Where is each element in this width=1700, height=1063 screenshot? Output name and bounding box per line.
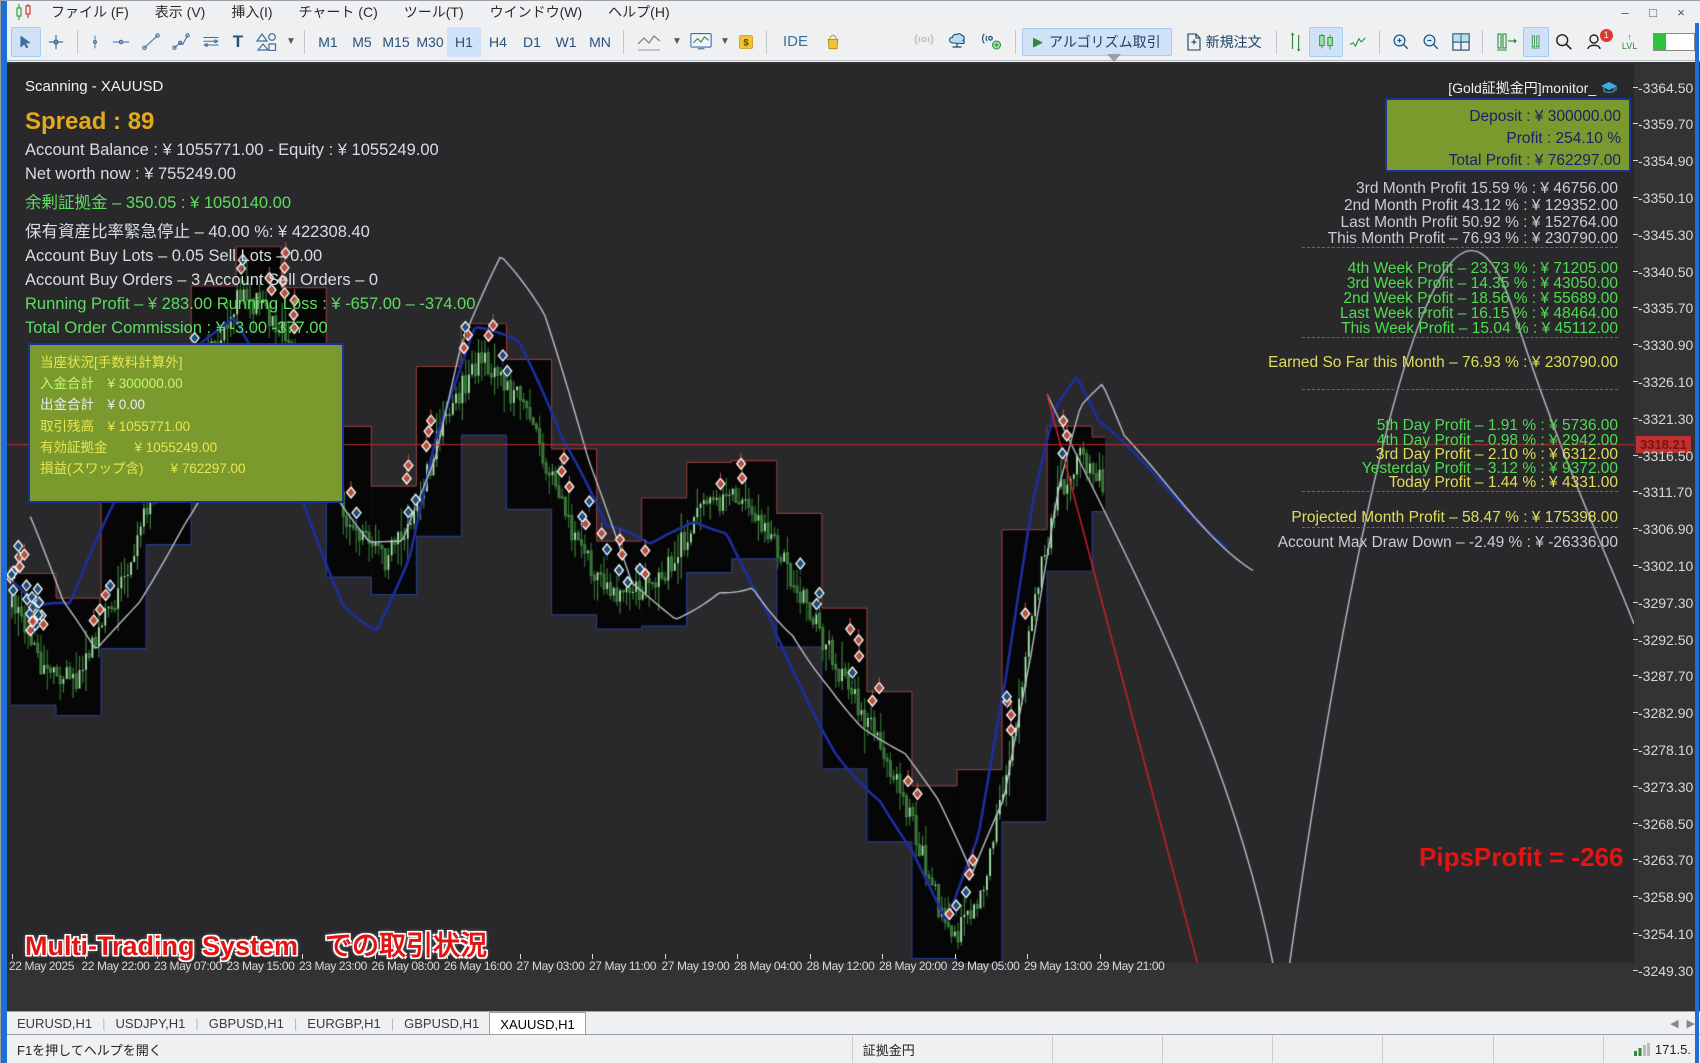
svg-text:$: $ — [743, 37, 749, 48]
